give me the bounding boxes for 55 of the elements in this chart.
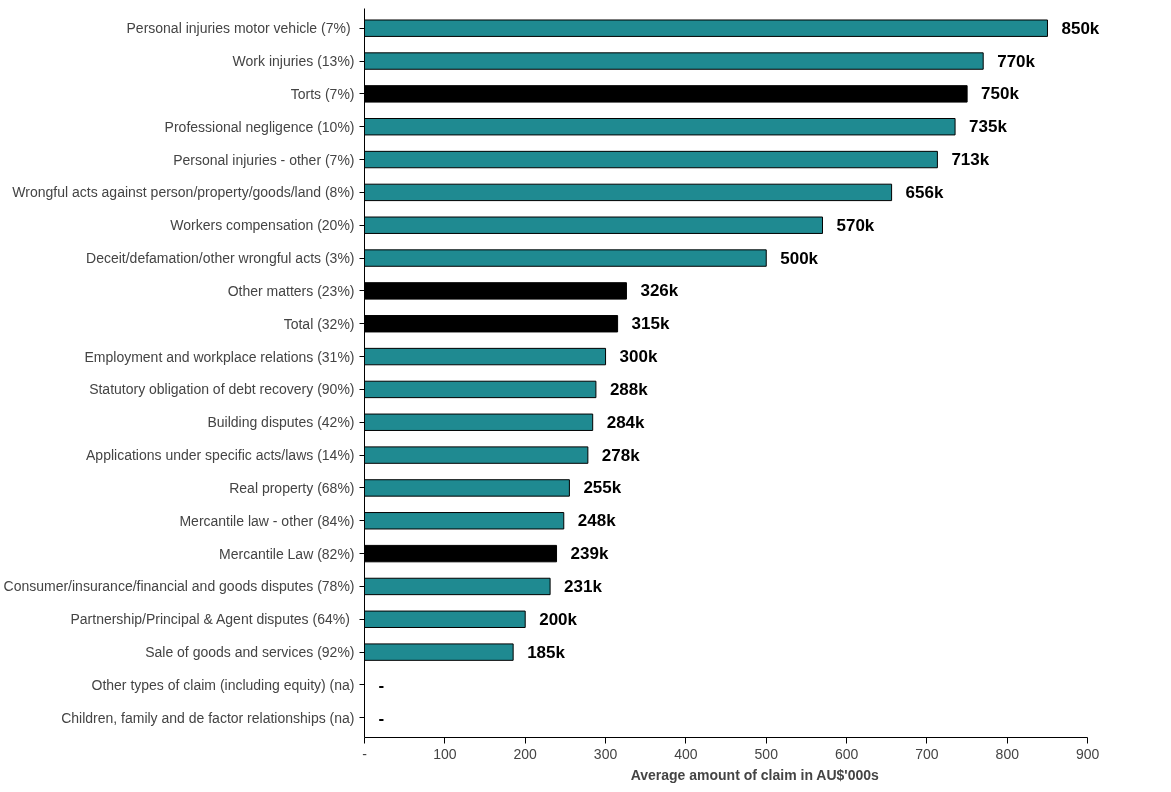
y-tick-label: Deceit/defamation/other wrongful acts (3%) [86,250,355,267]
data-label: 284k [606,412,646,432]
y-tick-label: Work injuries (13%) [232,53,355,70]
x-tick-label: 200 [513,745,538,762]
y-tick-label: Applications under specific acts/laws (14%) [86,447,355,464]
y-tick-label: Statutory obligation of debt recovery (90%) [89,381,355,398]
data-label: 200k [539,609,578,629]
x-tick-label: 500 [754,745,779,762]
data-label: 750k [981,84,1020,104]
x-tick-label: 100 [433,745,457,762]
data-label: 315k [631,314,670,334]
y-tick-label: Real property (68%) [229,479,355,496]
x-axis-title: Average amount of claim in AU$'000s [630,766,880,783]
data-label: 735k [969,117,1008,137]
data-label: 850k [1061,18,1100,38]
data-label: 500k [780,248,819,268]
y-tick-label: Consumer/insurance/financial and goods disputes (78%) [3,578,355,595]
text: - [378,708,385,728]
x-tick-label: 900 [1075,745,1100,762]
x-tick-label: 800 [995,745,1020,762]
y-tick-label: Personal injuries - other (7%) [173,151,355,168]
y-tick-label: Other matters (23%) [227,282,355,299]
data-label: 326k [640,281,679,301]
data-label: 288k [609,379,649,399]
y-tick-label: Employment and workplace relations (31%) [84,348,355,365]
y-tick-label: Children, family and de factor relationships (na) [61,709,355,726]
x-tick-label: 600 [834,745,859,762]
y-tick-label: Building disputes (42%) [207,414,355,431]
data-label: 248k [577,511,617,531]
y-tick-label: Total (32%) [283,315,355,332]
y-tick-label: Personal injuries motor vehicle (7%) [126,20,351,37]
x-tick-label: - [362,745,368,762]
data-label: 300k [619,347,658,367]
x-tick-label: 400 [674,745,698,762]
y-tick-label: Mercantile law - other (84%) [179,512,355,529]
data-label: 185k [527,642,566,662]
data-label: 570k [836,215,875,235]
y-tick-label: Mercantile Law (82%) [219,545,355,562]
data-label: 770k [997,51,1036,71]
y-tick-label: Partnership/Principal & Agent disputes (64%) [70,611,350,628]
data-label: 656k [905,182,944,202]
data-label: 713k [951,150,990,170]
data-label: 278k [601,445,641,465]
text: - [378,675,385,695]
y-tick-label: Workers compensation (20%) [170,217,355,234]
x-tick-label: 300 [593,745,618,762]
y-tick-label: Sale of goods and services (92%) [145,644,355,661]
y-tick-label: Torts (7%) [290,85,355,102]
y-tick-label: Other types of claim (including equity) (na) [91,676,355,693]
y-tick-label: Professional negligence (10%) [164,118,355,135]
data-label: 239k [570,544,609,564]
y-tick-label: Wrongful acts against person/property/goods/land (8%) [12,184,355,201]
data-label: 255k [583,478,622,498]
data-label: 231k [564,576,603,596]
x-tick-label: 700 [915,745,939,762]
